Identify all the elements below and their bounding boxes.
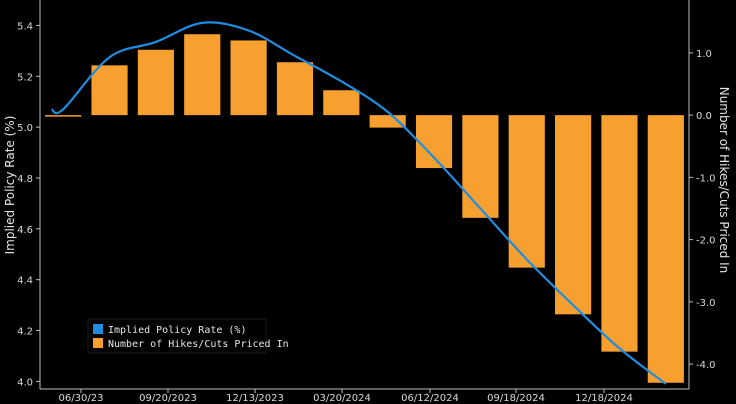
right-tick-label: 1.0 <box>696 49 712 60</box>
bar-8 <box>369 115 406 128</box>
x-tick-label: 09/18/2024 <box>487 393 545 404</box>
x-tick-label: 09/20/2023 <box>139 393 197 404</box>
left-tick-label: 4.8 <box>17 174 33 185</box>
legend: Implied Policy Rate (%) Number of Hikes/… <box>87 318 289 354</box>
legend-label-hikes: Number of Hikes/Cuts Priced In <box>108 339 289 350</box>
left-axis-title: Implied Policy Rate (%) <box>3 116 17 255</box>
line-group <box>51 21 667 385</box>
left-tick-label: 5.0 <box>17 123 33 134</box>
bar-4 <box>184 34 221 116</box>
bar-2 <box>91 65 128 116</box>
axes-group: 4.0 4.2 4.4 4.6 4.8 5.0 5.2 5.4 -4.0 -3.0 -2.0 -1.0… <box>17 0 716 404</box>
x-tick-label: 06/12/2024 <box>401 393 459 404</box>
legend-box <box>87 318 267 354</box>
bar-12 <box>555 115 592 315</box>
left-tick-label: 5.2 <box>17 72 33 83</box>
x-tick-label: 03/20/2024 <box>313 393 371 404</box>
bar-6 <box>276 62 314 116</box>
bar-5 <box>230 40 267 116</box>
left-tick-label: 4.2 <box>17 327 33 338</box>
right-axis-title: Number of Hikes/Cuts Priced In <box>717 87 731 274</box>
bar-10 <box>462 115 499 218</box>
bar-7 <box>323 90 360 116</box>
x-tick-label: 06/30/23 <box>59 393 104 404</box>
bars-group <box>45 34 684 383</box>
x-tick-label: 12/13/2023 <box>226 393 284 404</box>
x-tick-label: 12/18/2024 <box>575 393 633 404</box>
right-tick-label: -1.0 <box>696 173 716 184</box>
legend-label-rate: Implied Policy Rate (%) <box>108 325 246 336</box>
right-tick-label: -3.0 <box>696 298 716 309</box>
right-tick-label: 0.0 <box>696 111 712 122</box>
bar-3 <box>137 49 174 116</box>
bar-1 <box>45 115 82 117</box>
legend-swatch-rate <box>93 324 103 334</box>
left-tick-label: 5.4 <box>17 21 33 32</box>
legend-swatch-hikes <box>93 338 103 348</box>
bar-13 <box>601 115 638 352</box>
left-tick-label: 4.4 <box>17 276 33 287</box>
right-tick-label: -2.0 <box>696 236 716 247</box>
bar-14 <box>647 115 684 383</box>
rate-line <box>51 21 667 385</box>
left-tick-label: 4.0 <box>17 377 33 388</box>
bar-11 <box>508 115 545 268</box>
left-tick-label: 4.6 <box>17 225 33 236</box>
right-tick-label: -4.0 <box>696 360 716 371</box>
bar-9 <box>415 115 453 169</box>
